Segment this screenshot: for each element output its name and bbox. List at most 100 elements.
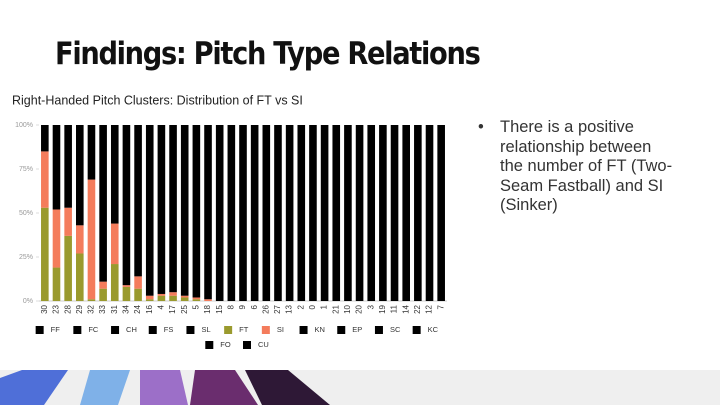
bar-segment [76, 253, 84, 301]
bar-segment [169, 295, 177, 301]
x-tick-label: 25 [180, 304, 189, 313]
x-tick-label: 7 [436, 304, 445, 309]
legend-swatch [186, 326, 195, 334]
legend-swatch [35, 326, 44, 334]
bar-segment [285, 125, 294, 301]
legend-label: FC [88, 325, 99, 334]
y-tick-label: 75% [19, 166, 33, 173]
bar-segment [122, 286, 131, 301]
x-tick-label: 20 [355, 304, 364, 313]
x-tick-label: 11 [390, 304, 399, 313]
legend-label: FO [220, 340, 231, 349]
bar-segment [145, 295, 154, 300]
bar-segment [344, 125, 352, 301]
legend-label: FF [51, 325, 61, 334]
x-tick-label: 18 [203, 304, 212, 313]
legend-label: KC [428, 325, 439, 334]
bar-segment [41, 207, 49, 301]
bar-segment [215, 125, 224, 301]
bar-segment [250, 125, 259, 301]
bar-segment [274, 125, 282, 301]
x-tick-label: 0 [308, 304, 317, 309]
bar-segment [390, 125, 399, 301]
x-tick-label: 2 [296, 304, 305, 309]
bar-segment [52, 209, 61, 268]
legend-label: FT [239, 325, 249, 334]
x-tick-label: 28 [63, 304, 72, 313]
bar-segment [204, 125, 212, 300]
bar-segment [64, 125, 72, 208]
bar-segment [192, 299, 201, 301]
x-tick-label: 12 [425, 304, 434, 313]
bar-segment [64, 207, 72, 236]
bar-segment [332, 125, 341, 301]
legend-label: SC [390, 325, 401, 334]
x-tick-label: 5 [191, 304, 200, 309]
bar-segment [180, 295, 189, 298]
bar-segment [320, 125, 329, 301]
bar-segment [227, 125, 236, 301]
legend-label: SI [277, 325, 284, 334]
bar-segment [297, 125, 306, 301]
slide-title: Findings: Pitch Type Relations [55, 36, 481, 72]
bar-segment [309, 125, 317, 301]
chart-title: Right-Handed Pitch Clusters: Distributio… [12, 93, 303, 107]
bullet-text: There is a positive relationship between… [500, 118, 673, 214]
bullet-item: • There is a positive relationship betwee… [478, 118, 678, 216]
bar-segment [414, 125, 422, 301]
legend-swatch [299, 326, 308, 334]
bar-segment [204, 299, 212, 301]
bar-segment [99, 125, 107, 282]
y-tick-label: 25% [19, 254, 33, 261]
legend-swatch [243, 341, 251, 349]
bar-segment [110, 125, 119, 224]
bar-segment [52, 267, 61, 301]
legend-label: EP [352, 325, 362, 334]
x-tick-label: 13 [285, 304, 294, 313]
x-tick-label: 33 [98, 304, 107, 313]
bar-segment [122, 285, 131, 287]
bar-segment [402, 125, 410, 301]
x-tick-label: 27 [273, 304, 282, 313]
bar-segment [239, 125, 247, 301]
bar-segment [367, 125, 376, 301]
bar-segment [145, 125, 154, 296]
bar-segment [145, 299, 154, 301]
x-tick-label: 10 [343, 304, 352, 313]
x-tick-label: 9 [238, 304, 247, 309]
bar-segment [64, 235, 72, 301]
x-tick-label: 4 [157, 304, 166, 309]
legend-swatch [205, 341, 214, 349]
legend-label: CU [258, 340, 269, 349]
bar-segment [134, 276, 142, 289]
legend-swatch [261, 326, 270, 334]
bar-segment [87, 125, 96, 180]
y-tick-label: 100% [15, 122, 33, 129]
bar-segment [180, 125, 189, 296]
bar-segment [262, 125, 271, 301]
bar-segment [169, 292, 177, 296]
bar-segment [110, 223, 119, 265]
x-tick-label: 22 [413, 304, 422, 313]
x-tick-label: 8 [226, 304, 235, 309]
bar-segment [41, 125, 49, 152]
footer-decoration [0, 370, 720, 405]
y-tick-label: 0% [23, 298, 33, 305]
x-tick-label: 29 [75, 304, 84, 313]
legend-swatch [374, 326, 383, 334]
x-tick-label: 3 [366, 304, 375, 309]
x-tick-label: 16 [145, 304, 154, 313]
x-tick-label: 34 [122, 304, 131, 313]
bar-segment [99, 288, 107, 301]
bar-segment [157, 125, 166, 294]
x-tick-label: 31 [110, 304, 119, 313]
legend-swatch [111, 326, 120, 334]
x-tick-label: 14 [401, 304, 410, 313]
bar-segment [122, 125, 131, 286]
bar-segment [355, 125, 364, 301]
bar-segment [425, 125, 434, 301]
legend-label: FS [164, 325, 174, 334]
bar-segment [76, 125, 84, 226]
legend-swatch [73, 326, 82, 334]
legend-label: CH [126, 325, 137, 334]
